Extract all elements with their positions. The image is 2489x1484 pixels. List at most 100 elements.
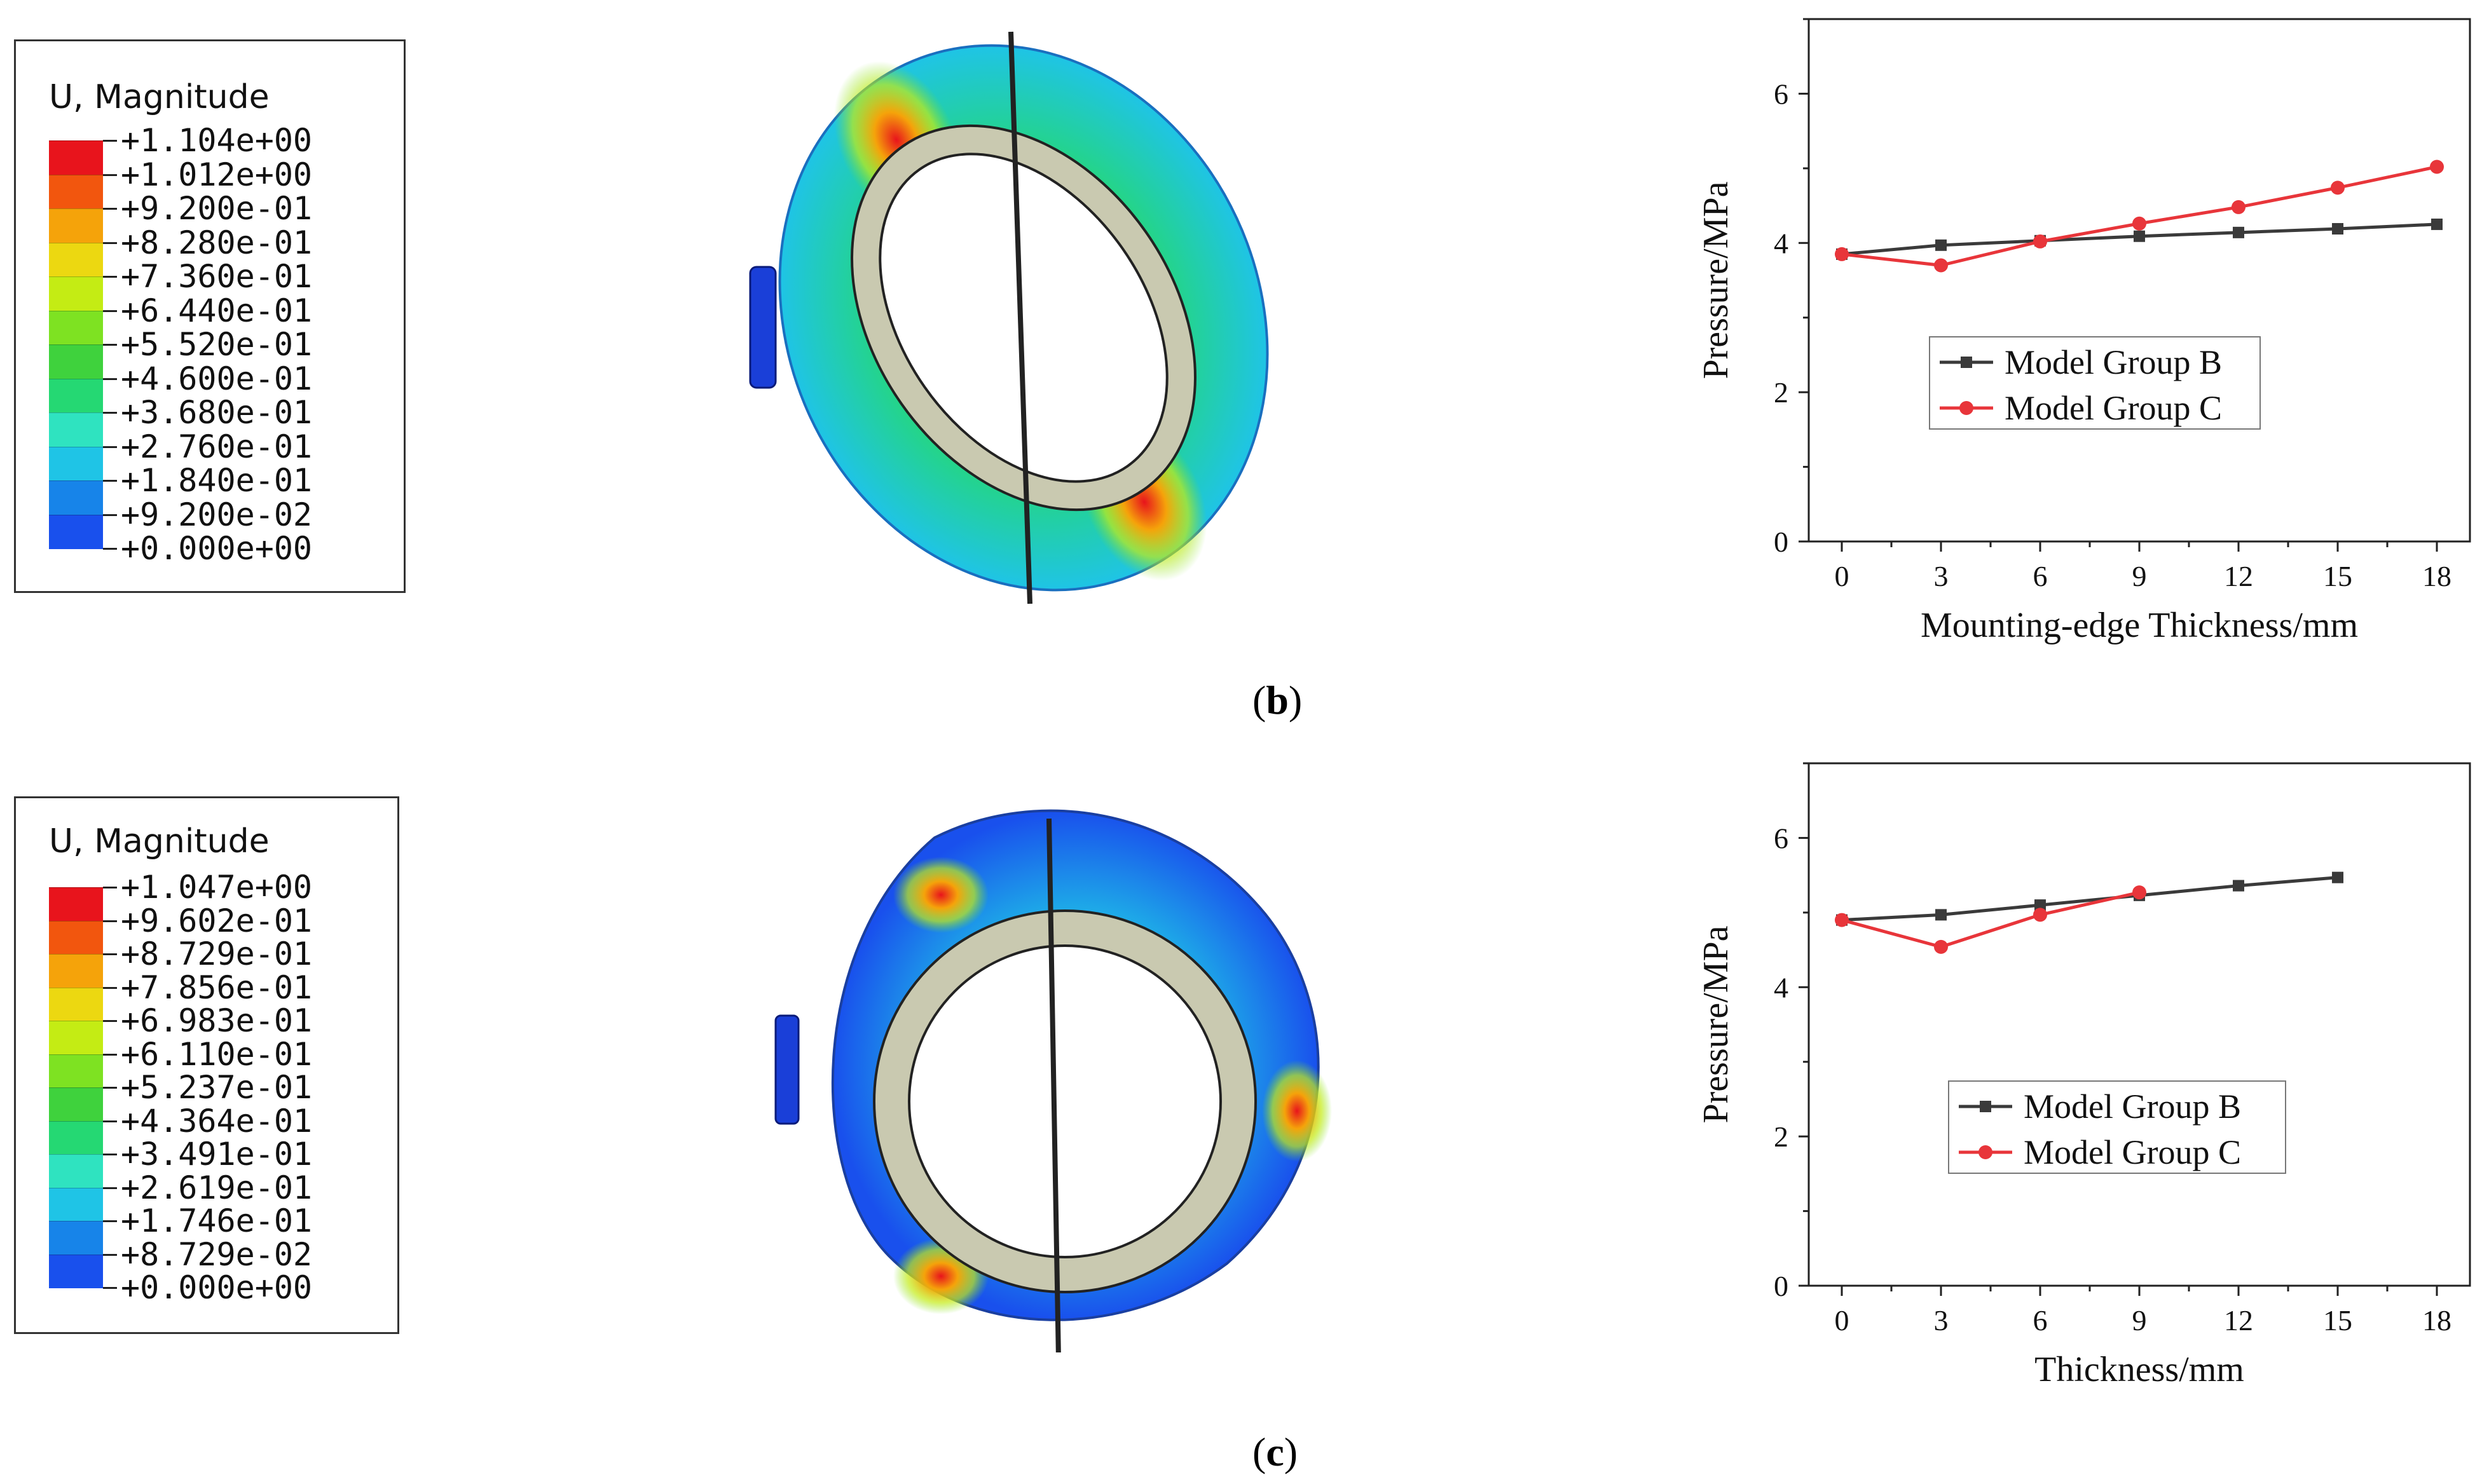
y-axis-label: Pressure/MPa: [1696, 925, 1736, 1123]
data-point: [1935, 909, 1947, 921]
fea-displacement-contour-model: [774, 809, 1332, 1352]
legend-tick: [103, 548, 117, 550]
contour-legend: U, Magnitude +1.047e+00 +9.602e-01 +8.729e…: [14, 796, 399, 1334]
legend-value: +2.619e-01: [121, 1169, 313, 1206]
legend-tick: [103, 1253, 117, 1256]
legend-swatch: [49, 1021, 103, 1055]
legend-tick: [103, 344, 117, 346]
data-point: [1835, 247, 1849, 261]
legend-label: Model Group B: [2024, 1087, 2241, 1126]
legend-tick: [103, 986, 117, 989]
legend-swatch: [49, 514, 103, 549]
x-tick-label: 15: [2323, 560, 2352, 592]
panel-c: U, Magnitude +1.047e+00 +9.602e-01 +8.729e…: [0, 742, 2489, 1484]
legend-swatch: [49, 987, 103, 1021]
legend-value: +9.602e-01: [121, 902, 313, 939]
legend-value: +0.000e+00: [121, 1269, 313, 1306]
x-tick-label: 15: [2323, 1304, 2352, 1337]
legend-tick: [103, 412, 117, 414]
legend-swatch: [49, 1221, 103, 1255]
legend-value: +1.047e+00: [121, 869, 313, 906]
data-point: [2431, 218, 2443, 230]
legend-tick: [103, 1220, 117, 1222]
legend-value: +2.760e-01: [121, 428, 313, 465]
legend-tick: [103, 1187, 117, 1189]
x-tick-label: 6: [2033, 560, 2048, 592]
x-tick-label: 18: [2422, 1304, 2451, 1337]
legend-tick: [103, 920, 117, 922]
series-line: [1841, 165, 2438, 268]
y-tick-label: 4: [1774, 227, 1788, 259]
legend-label: Model Group C: [2005, 389, 2222, 427]
y-tick-label: 2: [1774, 376, 1788, 409]
x-tick-label: 0: [1835, 560, 1849, 592]
legend-value: +3.680e-01: [121, 394, 313, 431]
legend-marker: [1961, 357, 1972, 368]
data-point: [2033, 234, 2047, 248]
legend-tick: [103, 1120, 117, 1122]
legend-value: +1.746e-01: [121, 1202, 313, 1239]
legend-tick: [103, 174, 117, 176]
legend-tick: [103, 887, 117, 888]
legend-tick: [103, 480, 117, 482]
data-point: [2034, 899, 2046, 911]
chart-legend: [1929, 336, 2261, 430]
data-point: [1835, 913, 1849, 927]
legend-swatch: [49, 887, 103, 922]
legend-marker: [1978, 1145, 1992, 1159]
data-point: [2332, 871, 2343, 883]
legend-value: +5.520e-01: [121, 326, 313, 363]
legend-value: +1.840e-01: [121, 462, 313, 499]
legend-swatch: [49, 344, 103, 379]
data-point: [2233, 880, 2244, 892]
legend-value: +4.600e-01: [121, 360, 313, 397]
legend-tick: [103, 276, 117, 278]
legend-tick: [103, 1287, 117, 1289]
legend-tick: [103, 1053, 117, 1056]
y-tick-label: 0: [1774, 526, 1788, 558]
contour-legend: U, Magnitude +1.104e+00 +1.012e+00 +9.200e…: [14, 39, 406, 593]
data-point: [2233, 226, 2244, 238]
caption-letter: c: [1266, 1429, 1284, 1474]
legend-marker: [1980, 1101, 1991, 1112]
fea-displacement-contour-model: [749, 31, 1269, 604]
data-point: [2332, 222, 2343, 235]
legend-swatch: [49, 208, 103, 243]
legend-title: U, Magnitude: [49, 78, 270, 116]
x-tick-label: 3: [1934, 1304, 1949, 1337]
legend-label: Model Group C: [2024, 1133, 2241, 1171]
legend-value: +5.237e-01: [121, 1069, 313, 1106]
legend-value: +8.729e-02: [121, 1236, 313, 1273]
legend-label: Model Group B: [2005, 343, 2222, 381]
x-tick-label: 9: [2132, 1304, 2147, 1337]
legend-swatch: [49, 140, 103, 175]
legend-value: +0.000e+00: [121, 530, 313, 567]
figure-caption: (b): [1252, 677, 1303, 723]
legend-marker: [1959, 401, 1973, 415]
data-point: [2132, 885, 2146, 900]
x-axis-label: Thickness/mm: [2034, 1350, 2244, 1389]
data-point: [2132, 216, 2146, 231]
legend-swatch: [49, 954, 103, 988]
legend-title: U, Magnitude: [49, 822, 270, 861]
plot-frame: [1807, 18, 2471, 543]
legend-tick: [103, 208, 117, 210]
y-axis-label: Pressure/MPa: [1696, 181, 1736, 379]
legend-value: +1.012e+00: [121, 156, 313, 193]
legend-tick: [103, 140, 117, 142]
legend-swatch: [49, 412, 103, 447]
legend-swatch: [49, 276, 103, 311]
series-line: [1841, 876, 2338, 922]
line-chart: 0 3 6 9 12 15 18 0 2 4 6 Thickness/mm Pressure/MPa Mo…: [1696, 762, 2471, 1389]
y-tick-label: 6: [1774, 822, 1788, 854]
legend-value: +7.856e-01: [121, 969, 313, 1006]
legend-tick: [103, 446, 117, 448]
legend-value: +8.729e-01: [121, 936, 313, 972]
x-tick-label: 12: [2224, 1304, 2253, 1337]
data-point: [1934, 939, 1948, 954]
legend-swatch: [49, 310, 103, 345]
legend-swatch: [49, 920, 103, 955]
y-tick-label: 2: [1774, 1120, 1788, 1153]
legend-swatch: [49, 1254, 103, 1288]
legend-value: +7.360e-01: [121, 258, 313, 295]
